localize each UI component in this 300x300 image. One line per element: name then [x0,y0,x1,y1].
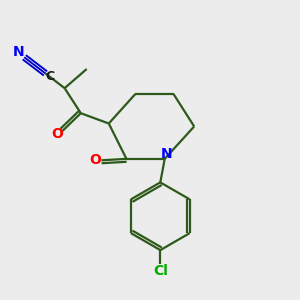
Text: N: N [160,146,172,161]
Text: C: C [45,70,55,83]
Text: N: N [13,45,25,59]
Text: O: O [90,153,101,167]
Text: Cl: Cl [153,264,168,278]
Text: O: O [51,128,63,141]
